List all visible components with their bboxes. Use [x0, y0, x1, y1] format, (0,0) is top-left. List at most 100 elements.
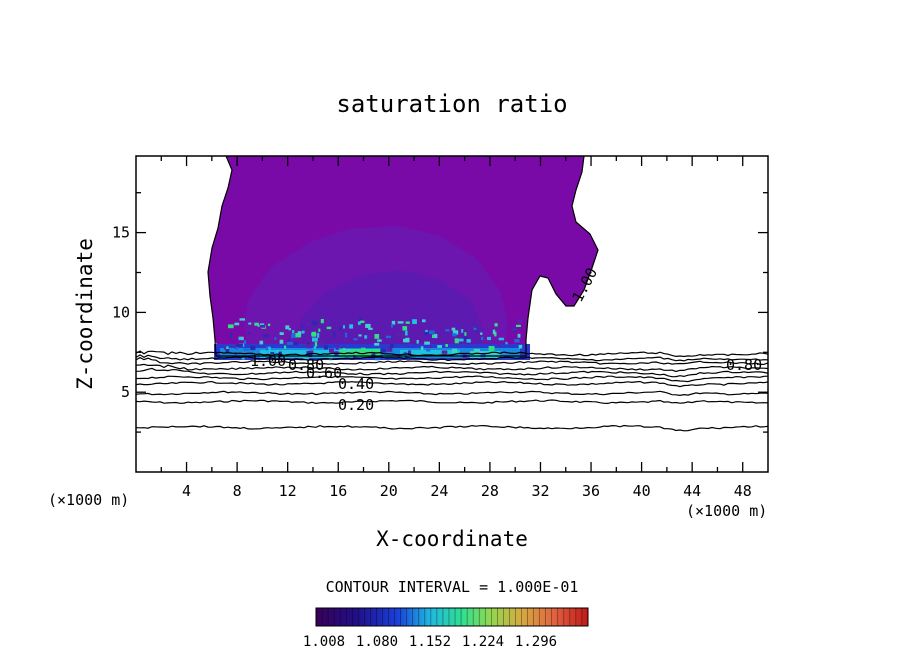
- speckle: [497, 342, 500, 347]
- speckle: [267, 323, 271, 326]
- speckle: [434, 333, 438, 339]
- speckle: [318, 328, 321, 332]
- speckle: [488, 346, 495, 351]
- speckle: [274, 337, 277, 340]
- contour-line: [136, 380, 768, 388]
- y-tick-label: 15: [112, 224, 130, 242]
- speckle: [284, 345, 287, 349]
- speckle: [308, 350, 314, 354]
- speckle: [346, 349, 351, 353]
- speckle: [306, 322, 311, 326]
- speckle: [345, 332, 348, 338]
- contour-label: 0.20: [338, 396, 374, 414]
- speckle: [338, 326, 342, 331]
- speckle: [466, 339, 471, 343]
- speckle: [518, 344, 523, 349]
- speckle: [357, 321, 361, 325]
- speckle: [343, 325, 345, 329]
- speckle: [243, 340, 247, 345]
- speckle: [306, 344, 312, 349]
- y-tick-label: 10: [112, 303, 130, 321]
- speckle: [343, 348, 346, 351]
- x-units-label: (×1000 m): [686, 502, 767, 520]
- speckle: [405, 330, 408, 336]
- x-tick-label: 24: [430, 482, 448, 500]
- speckle: [412, 319, 417, 324]
- plot-area: [136, 156, 768, 432]
- speckle: [382, 355, 387, 359]
- speckle: [452, 333, 457, 337]
- speckle: [234, 344, 238, 349]
- chart-title: saturation ratio: [336, 90, 567, 118]
- speckle: [488, 324, 491, 330]
- contour-line: [136, 350, 768, 358]
- speckle: [243, 348, 249, 351]
- speckle: [308, 352, 313, 358]
- speckle: [286, 342, 293, 345]
- speckle: [400, 332, 406, 337]
- speckle: [374, 355, 380, 361]
- speckle: [335, 345, 339, 350]
- contour-interval-label: CONTOUR INTERVAL = 1.000E-01: [326, 578, 579, 596]
- colorbar: 1.008 1.080 1.152 1.224 1.296: [303, 607, 589, 650]
- speckle: [365, 323, 371, 328]
- speckle: [265, 346, 269, 351]
- speckle: [320, 319, 324, 324]
- speckle: [285, 325, 290, 330]
- speckle: [306, 351, 310, 356]
- speckle: [374, 334, 380, 339]
- speckle: [311, 331, 317, 337]
- speckle: [391, 320, 396, 325]
- speckle: [403, 338, 407, 343]
- speckle: [516, 324, 521, 327]
- speckle: [364, 335, 368, 339]
- speckle: [329, 355, 333, 361]
- speckle: [424, 331, 431, 335]
- speckle: [402, 326, 408, 331]
- speckle: [326, 326, 332, 330]
- x-tick-label: 4: [182, 482, 191, 500]
- speckle: [275, 333, 279, 337]
- cloud-core-region: [300, 270, 484, 350]
- speckle: [480, 332, 483, 335]
- speckle: [452, 330, 459, 335]
- speckle: [481, 336, 484, 340]
- speckle: [361, 347, 366, 351]
- speckle: [326, 318, 331, 324]
- axis-ticks: [136, 156, 768, 472]
- x-tick-labels: 4 8 12 16 20 24 28 32 36 40 44 48: [182, 482, 752, 500]
- speckle: [353, 338, 358, 341]
- speckle: [259, 340, 264, 345]
- speckle: [229, 333, 233, 338]
- speckle: [464, 332, 467, 336]
- speckle: [323, 345, 329, 350]
- speckle: [278, 351, 282, 356]
- speckle: [458, 338, 464, 342]
- contour-line: [136, 356, 768, 366]
- x-tick-label: 8: [233, 482, 242, 500]
- speckle: [407, 350, 412, 356]
- speckle: [312, 321, 318, 325]
- plot-frame: [135, 155, 769, 473]
- speckle: [266, 352, 272, 356]
- speckle: [452, 348, 458, 353]
- contour-label: 0.80: [288, 356, 324, 374]
- speckle: [295, 333, 302, 338]
- speckle: [461, 329, 464, 333]
- speckle: [259, 324, 266, 328]
- y-axis-label: Z-coordinate: [73, 238, 97, 390]
- contour-line: [136, 363, 768, 373]
- speckle: [312, 337, 318, 342]
- contour-line: [136, 390, 768, 397]
- speckle: [429, 330, 435, 335]
- x-tick-label: 28: [481, 482, 499, 500]
- speckle: [303, 355, 310, 360]
- speckle: [317, 333, 320, 338]
- x-tick-label: 16: [329, 482, 347, 500]
- x-axis-label: X-coordinate: [376, 527, 528, 551]
- speckle: [288, 328, 291, 331]
- contour-label: 1.00: [250, 352, 286, 370]
- speckle: [250, 345, 256, 351]
- speckle: [377, 339, 382, 342]
- speckle: [238, 337, 241, 341]
